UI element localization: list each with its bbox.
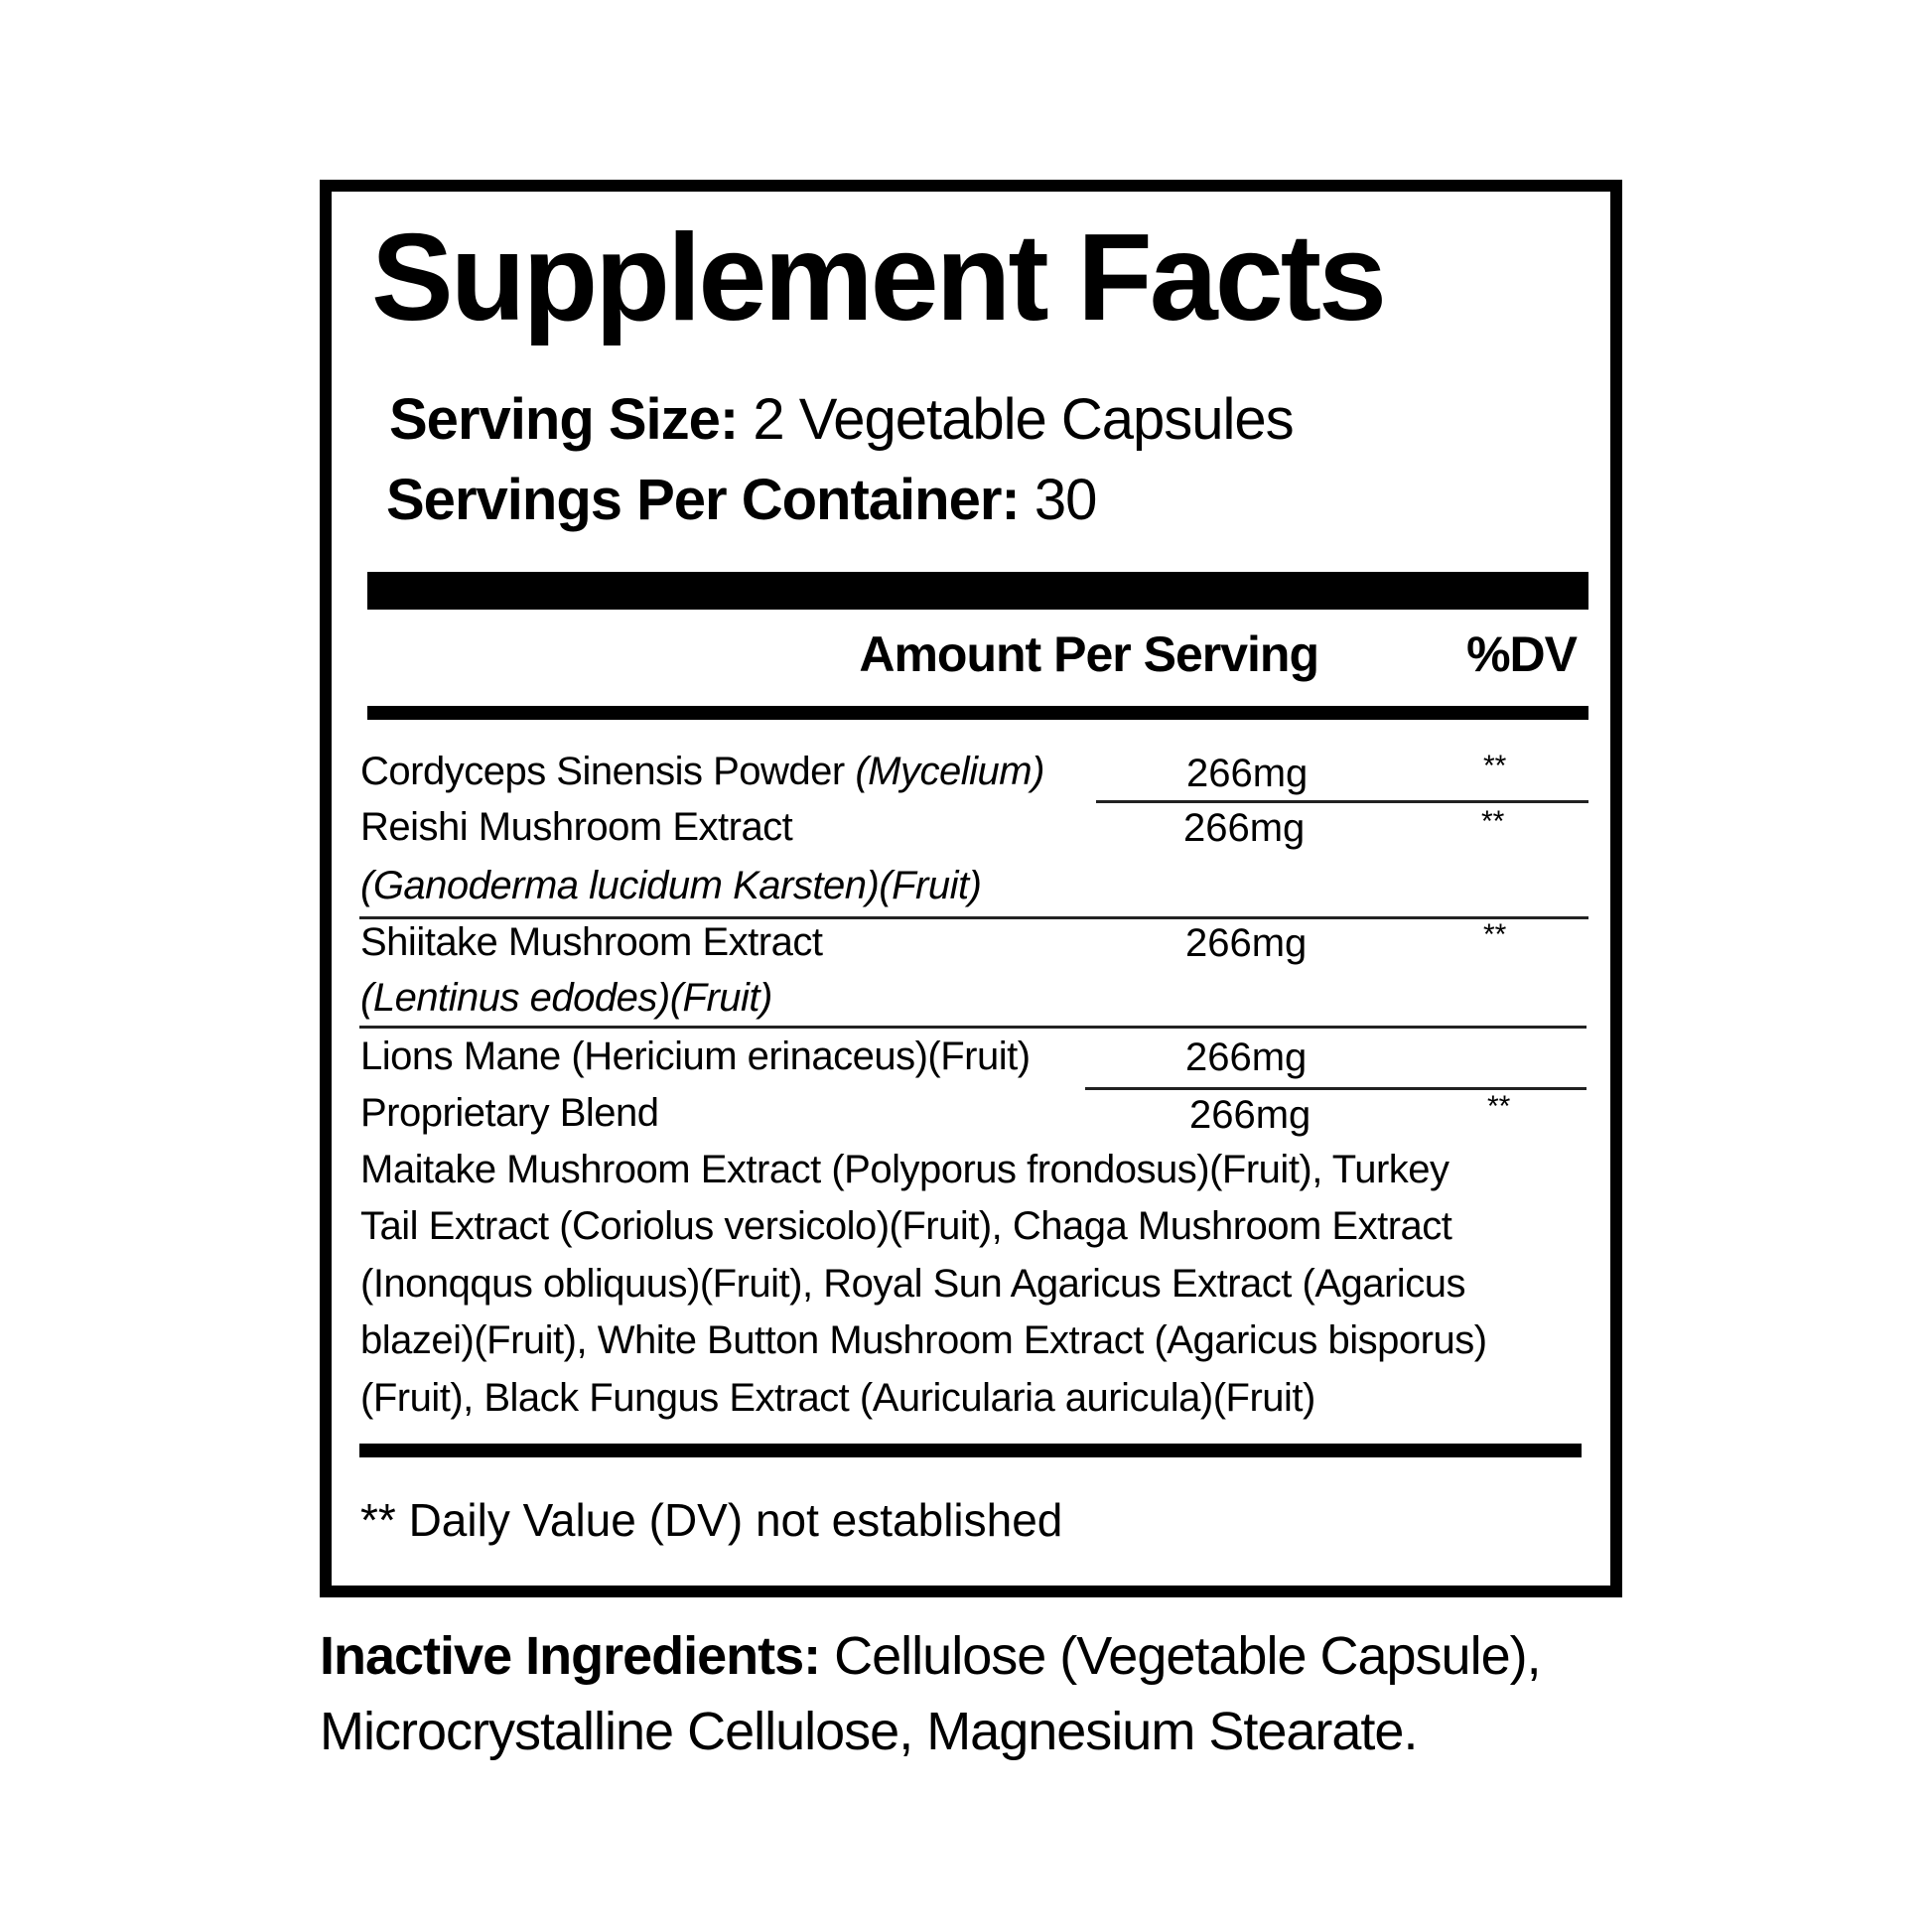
ingredient-row-name: Cordyceps Sinensis Powder (Mycelium) <box>360 752 1044 791</box>
ingredient-name: Cordyceps Sinensis Powder <box>360 750 845 793</box>
blend-line: Tail Extract (Coriolus versicolo)(Fruit)… <box>360 1204 1452 1249</box>
panel-title: Supplement Facts <box>371 209 1387 346</box>
row-divider <box>1096 800 1588 803</box>
inactive-ingredients-line: Cellulose (Vegetable Capsule), <box>834 1626 1541 1686</box>
proprietary-blend-contents: Maitake Mushroom Extract (Polyporus fron… <box>360 1142 1487 1427</box>
ingredient-dv: ** <box>1483 918 1507 951</box>
inactive-ingredients-label: Inactive Ingredients: <box>320 1626 821 1686</box>
blend-line: blazei)(Fruit), White Button Mushroom Ex… <box>360 1318 1487 1363</box>
ingredient-amount: 266mg <box>1185 1035 1308 1079</box>
servings-per-container-label: Servings Per Container: <box>386 468 1021 532</box>
ingredient-amount: 266mg <box>1186 752 1309 795</box>
inactive-ingredients-line: Microcrystalline Cellulose, Magnesium St… <box>320 1702 1418 1761</box>
ingredient-name: Reishi Mushroom Extract <box>360 805 793 849</box>
ingredient-amount: 266mg <box>1183 806 1306 850</box>
amount-per-serving-header: Amount Per Serving <box>859 626 1319 682</box>
blend-line: (Inonqqus obliquus)(Fruit), Royal Sun Ag… <box>360 1261 1465 1306</box>
ingredient-source: (Ganoderma lucidum Karsten)(Fruit) <box>360 864 982 907</box>
ingredient-source: (Lentinus edodes)(Fruit) <box>360 976 772 1020</box>
ingredient-name: Lions Mane (Hericium erinaceus)(Fruit) <box>360 1035 1031 1078</box>
serving-size: Serving Size: 2 Vegetable Capsules <box>389 391 1295 449</box>
ingredient-amount: 266mg <box>1189 1093 1311 1137</box>
thick-divider <box>367 572 1588 610</box>
servings-per-container: Servings Per Container: 30 <box>386 472 1097 529</box>
ingredient-name: Proprietary Blend <box>360 1091 659 1135</box>
row-divider <box>1085 1087 1587 1090</box>
row-divider <box>359 1026 1587 1029</box>
ingredient-dv: ** <box>1483 750 1507 782</box>
dv-footnote: ** Daily Value (DV) not established <box>360 1494 1063 1546</box>
serving-size-label: Serving Size: <box>389 387 739 452</box>
ingredient-dv: ** <box>1481 805 1505 838</box>
blend-line: Maitake Mushroom Extract (Polyporus fron… <box>360 1148 1449 1191</box>
ingredient-dv: ** <box>1487 1090 1511 1123</box>
serving-size-value: 2 Vegetable Capsules <box>753 387 1294 452</box>
row-divider <box>359 916 1588 919</box>
inactive-ingredients: Inactive Ingredients: Cellulose (Vegetab… <box>320 1618 1542 1769</box>
dv-header: %DV <box>1466 626 1578 682</box>
ingredient-part: (Mycelium) <box>855 750 1044 793</box>
bottom-divider <box>359 1444 1582 1457</box>
ingredient-amount: 266mg <box>1185 921 1308 965</box>
blend-line: (Fruit), Black Fungus Extract (Auricular… <box>360 1375 1315 1420</box>
ingredient-name: Shiitake Mushroom Extract <box>360 920 823 964</box>
header-divider <box>367 706 1588 720</box>
servings-per-container-value: 30 <box>1034 468 1098 532</box>
supplement-facts-panel <box>320 180 1622 1597</box>
